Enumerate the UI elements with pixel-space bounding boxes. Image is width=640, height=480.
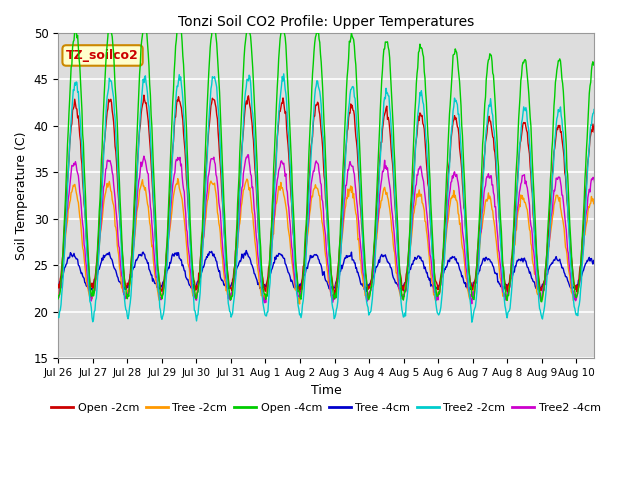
X-axis label: Time: Time (310, 384, 341, 396)
Y-axis label: Soil Temperature (C): Soil Temperature (C) (15, 132, 28, 260)
Title: Tonzi Soil CO2 Profile: Upper Temperatures: Tonzi Soil CO2 Profile: Upper Temperatur… (178, 15, 474, 29)
Text: TZ_soilco2: TZ_soilco2 (66, 49, 139, 62)
Legend: Open -2cm, Tree -2cm, Open -4cm, Tree -4cm, Tree2 -2cm, Tree2 -4cm: Open -2cm, Tree -2cm, Open -4cm, Tree -4… (47, 399, 605, 418)
